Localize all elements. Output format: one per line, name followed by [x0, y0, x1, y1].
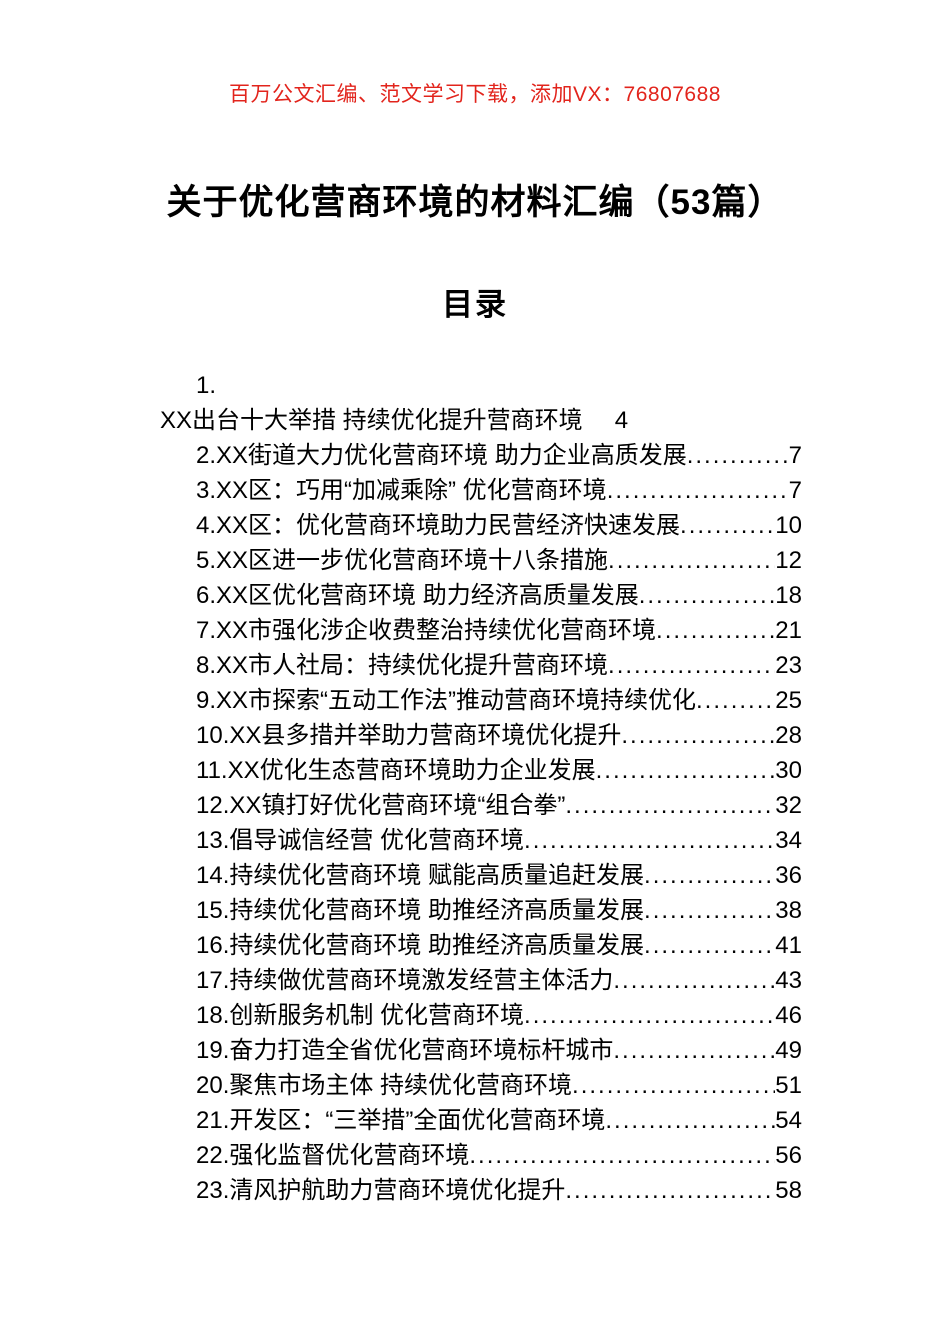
toc-dot-leader: ........................................…	[696, 687, 775, 714]
toc-dot-leader: ........................................…	[644, 862, 775, 889]
toc-dot-leader: ........................................…	[621, 722, 776, 749]
toc-entry-label: 10.XX县多措并举助力营商环境优化提升	[196, 722, 622, 749]
toc-entry: 6.XX区优化营商环境 助力经济高质量发展 ..................…	[160, 578, 802, 613]
toc-dot-leader: ........................................…	[572, 1072, 775, 1099]
toc-entry: 18.创新服务机制 优化营商环境 .......................…	[160, 998, 802, 1033]
toc-entry-page: 56	[775, 1142, 802, 1169]
toc-entry: 7.XX市强化涉企收费整治持续优化营商环境 ..................…	[160, 613, 802, 648]
toc-dot-leader: ........................................…	[565, 1177, 775, 1204]
toc-entry-page: 18	[775, 582, 802, 609]
toc-entry-page: 58	[775, 1177, 802, 1204]
toc-entry: 10.XX县多措并举助力营商环境优化提升 ...................…	[160, 718, 802, 753]
toc-entry-label: 22.强化监督优化营商环境	[196, 1142, 470, 1169]
toc-dot-leader: ........................................…	[608, 547, 775, 574]
toc-entry-page: 43	[775, 967, 802, 994]
toc-entry-label: XX出台十大举措 持续优化提升营商环境	[160, 407, 583, 434]
toc-entry: 4.XX区：优化营商环境助力民营经济快速发展 .................…	[160, 508, 802, 543]
toc-first-entry-line: XX出台十大举措 持续优化提升营商环境 4	[160, 403, 802, 438]
toc-entry-page: 7	[788, 477, 802, 504]
toc-dot-leader: ........................................…	[524, 827, 776, 854]
toc-dot-leader: ........................................…	[644, 897, 775, 924]
toc-entry-first: 1. XX出台十大举措 持续优化提升营商环境 4	[160, 368, 802, 438]
toc-entry: 23.清风护航助力营商环境优化提升 ......................…	[160, 1173, 802, 1208]
toc-entry-label: 13.倡导诚信经营 优化营商环境	[196, 827, 525, 854]
toc-entry-label: 5.XX区进一步优化营商环境十八条措施	[196, 547, 609, 574]
toc-entry: 5.XX区进一步优化营商环境十八条措施 ....................…	[160, 543, 802, 578]
toc-dot-leader: ........................................…	[686, 442, 789, 469]
toc-entry-page: 41	[775, 932, 802, 959]
toc-entry-page: 4	[614, 407, 629, 434]
toc-entry-label: 21.开发区：“三举措”全面优化营商环境	[196, 1107, 606, 1134]
toc-entry-label: 17.持续做优营商环境激发经营主体活力	[196, 967, 614, 994]
toc-entry-page: 30	[775, 757, 802, 784]
toc-entry-page: 10	[775, 512, 802, 539]
toc-entry: 11.XX优化生态营商环境助力企业发展 ....................…	[160, 753, 802, 788]
toc-entry: 15.持续优化营商环境 助推经济高质量发展 ..................…	[160, 893, 802, 928]
toc-entry: 13.倡导诚信经营 优化营商环境 .......................…	[160, 823, 802, 858]
toc-entry-label: 20.聚焦市场主体 持续优化营商环境	[196, 1072, 573, 1099]
toc-entry-label: 8.XX市人社局：持续优化提升营商环境	[196, 652, 609, 679]
toc-entry-page: 28	[775, 722, 802, 749]
toc-entry-label: 7.XX市强化涉企收费整治持续优化营商环境	[196, 617, 657, 644]
toc-entry-page: 54	[775, 1107, 802, 1134]
toc-dot-leader: ........................................…	[644, 932, 775, 959]
toc-entry-page: 12	[775, 547, 802, 574]
toc-entry-page: 49	[775, 1037, 802, 1064]
toc-dot-leader: ........................................…	[638, 582, 776, 609]
toc-entry-page: 21	[775, 617, 802, 644]
toc-entry: 22.强化监督优化营商环境 ..........................…	[160, 1138, 802, 1173]
toc-entry-page: 38	[775, 897, 802, 924]
toc-heading: 目录	[442, 287, 508, 322]
toc-dot-leader: ........................................…	[605, 1107, 775, 1134]
toc-dot-leader: ........................................…	[524, 1002, 776, 1029]
toc-entry: 12.XX镇打好优化营商环境“组合拳” ....................…	[160, 788, 802, 823]
toc-entry: 16.持续优化营商环境 助推经济高质量发展 ..................…	[160, 928, 802, 963]
toc-dot-leader: ........................................…	[656, 617, 776, 644]
toc-entry-label: 9.XX市探索“五动工作法”推动营商环境持续优化	[196, 687, 697, 714]
toc-dot-leader: ........................................…	[595, 757, 776, 784]
toc-entry-page: 36	[775, 862, 802, 889]
toc-dot-leader: ........................................…	[608, 652, 775, 679]
document-title: 关于优化营商环境的材料汇编（53篇）	[166, 183, 784, 222]
toc-entry: 17.持续做优营商环境激发经营主体活力 ....................…	[160, 963, 802, 998]
toc-entry-page: 46	[775, 1002, 802, 1029]
toc-list: 1. XX出台十大举措 持续优化提升营商环境 4 2.XX街道大力优化营商环境 …	[160, 368, 802, 1208]
toc-entry-label: 16.持续优化营商环境 助推经济高质量发展	[196, 932, 645, 959]
toc-entry-label: 6.XX区优化营商环境 助力经济高质量发展	[196, 582, 639, 609]
toc-entry-label: 3.XX区：巧用“加减乘除” 优化营商环境	[196, 477, 607, 504]
toc-entry-page: 34	[775, 827, 802, 854]
toc-entry-label: 19.奋力打造全省优化营商环境标杆城市	[196, 1037, 614, 1064]
toc-entry: 21.开发区：“三举措”全面优化营商环境 ...................…	[160, 1103, 802, 1138]
toc-entry-label: 4.XX区：优化营商环境助力民营经济快速发展	[196, 512, 681, 539]
toc-entry-label: 23.清风护航助力营商环境优化提升	[196, 1177, 566, 1204]
toc-first-entry-number: 1.	[196, 372, 217, 399]
toc-entry-page: 25	[775, 687, 802, 714]
toc-dot-leader: ........................................…	[469, 1142, 775, 1169]
toc-dot-leader: ........................................…	[606, 477, 789, 504]
toc-entry: 8.XX市人社局：持续优化提升营商环境 ....................…	[160, 648, 802, 683]
promo-banner: 百万公文汇编、范文学习下载，添加VX：76807688	[229, 83, 721, 106]
toc-entry-label: 2.XX街道大力优化营商环境 助力企业高质发展	[196, 442, 687, 469]
toc-dot-leader: ........................................…	[565, 792, 775, 819]
toc-entry: 9.XX市探索“五动工作法”推动营商环境持续优化 ...............…	[160, 683, 802, 718]
toc-entry-page: 7	[788, 442, 802, 469]
toc-entry-label: 11.XX优化生态营商环境助力企业发展	[196, 757, 596, 784]
toc-dot-leader: ........................................…	[680, 512, 776, 539]
toc-entry-label: 15.持续优化营商环境 助推经济高质量发展	[196, 897, 645, 924]
toc-entry: 3.XX区：巧用“加减乘除” 优化营商环境 ..................…	[160, 473, 802, 508]
toc-entry-label: 12.XX镇打好优化营商环境“组合拳”	[196, 792, 566, 819]
toc-entry: 14.持续优化营商环境 赋能高质量追赶发展 ..................…	[160, 858, 802, 893]
toc-entry-page: 23	[775, 652, 802, 679]
toc-entry-page: 32	[775, 792, 802, 819]
toc-dot-leader: ........................................…	[613, 1037, 775, 1064]
toc-entry-label: 14.持续优化营商环境 赋能高质量追赶发展	[196, 862, 645, 889]
toc-entry: 19.奋力打造全省优化营商环境标杆城市 ....................…	[160, 1033, 802, 1068]
toc-entry: 2.XX街道大力优化营商环境 助力企业高质发展 ................…	[160, 438, 802, 473]
toc-entry: 20.聚焦市场主体 持续优化营商环境 .....................…	[160, 1068, 802, 1103]
toc-dot-leader: ........................................…	[613, 967, 775, 994]
toc-entry-page: 51	[775, 1072, 802, 1099]
toc-entry-label: 18.创新服务机制 优化营商环境	[196, 1002, 525, 1029]
